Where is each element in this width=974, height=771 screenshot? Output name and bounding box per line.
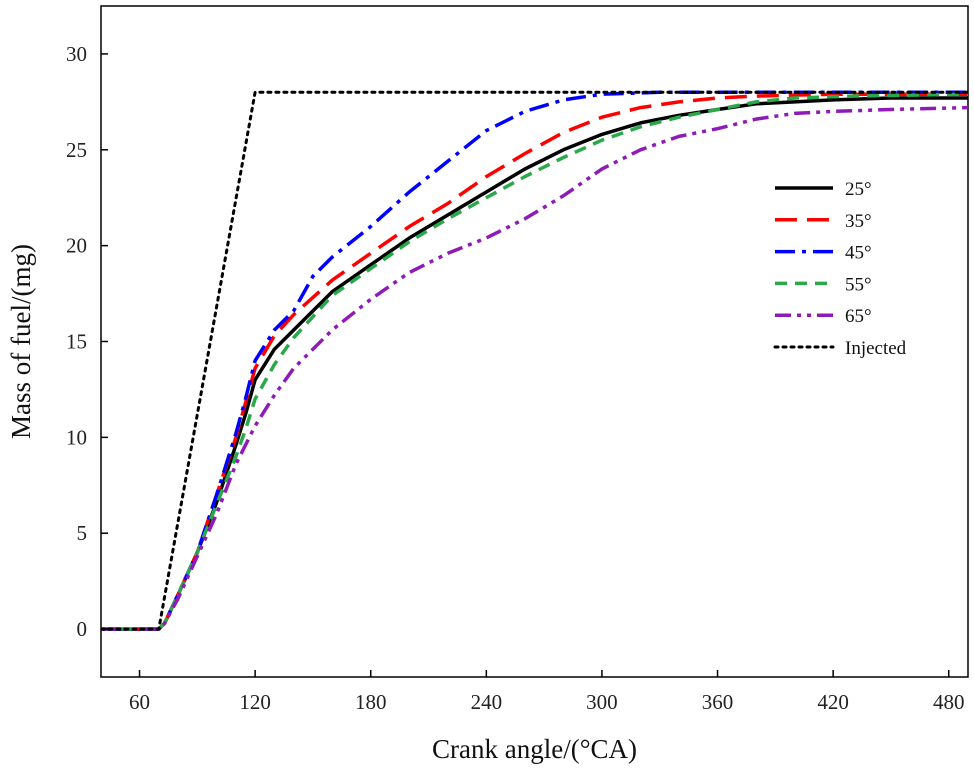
x-tick-label: 120 — [239, 690, 271, 714]
x-tick-label: 480 — [933, 690, 965, 714]
x-tick-label: 60 — [129, 690, 150, 714]
y-tick-label: 0 — [77, 617, 88, 641]
x-tick-label: 300 — [586, 690, 618, 714]
legend-label-55deg: 55° — [845, 274, 872, 295]
series-line-55deg — [101, 92, 968, 631]
x-tick-label: 360 — [702, 690, 734, 714]
series-line-injected — [101, 90, 968, 631]
y-tick-label: 5 — [77, 521, 88, 545]
series-line-65deg — [101, 105, 968, 631]
y-tick-label: 25 — [66, 138, 87, 162]
series-layer — [101, 90, 968, 631]
legend-label-injected: Injected — [845, 338, 907, 359]
legend-label-35deg: 35° — [845, 211, 872, 232]
y-tick-label: 10 — [66, 425, 87, 449]
x-tick-label: 240 — [471, 690, 503, 714]
y-tick-label: 15 — [66, 330, 87, 354]
legend-label-65deg: 65° — [845, 306, 872, 327]
x-axis-title: Crank angle/(°CA) — [432, 734, 637, 764]
y-axis-title: Mass of fuel/(mg) — [6, 244, 36, 439]
legend: 25° 35° 45° 55° 65° Injected — [773, 179, 907, 359]
x-tick-label: 180 — [355, 690, 387, 714]
legend-label-45deg: 45° — [845, 243, 872, 264]
x-tick-label: 420 — [817, 690, 849, 714]
y-axis: 0 5 10 15 20 25 30 — [66, 42, 108, 641]
x-axis: 60 120 180 240 300 360 420 480 — [129, 670, 964, 714]
y-tick-label: 20 — [66, 234, 87, 258]
legend-label-25deg: 25° — [845, 179, 872, 200]
y-tick-label: 30 — [66, 42, 87, 66]
